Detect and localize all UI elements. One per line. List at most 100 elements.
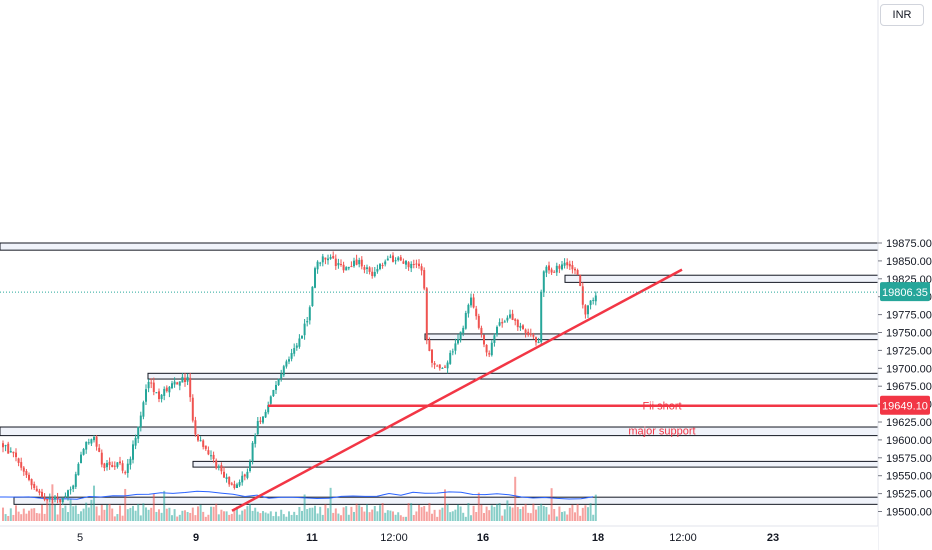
volume-bar	[316, 513, 319, 521]
volume-bar	[379, 505, 381, 521]
candle-body	[524, 329, 527, 333]
volume-bar	[368, 512, 371, 521]
volume-bar	[446, 503, 449, 521]
candle-body	[269, 396, 272, 404]
volume-bar	[566, 514, 569, 521]
volume-layer	[0, 476, 597, 521]
candle-body	[306, 321, 309, 323]
volume-bar	[480, 504, 483, 521]
candle-body	[119, 461, 121, 464]
volume-bar	[17, 511, 20, 521]
candle-body	[402, 261, 405, 264]
volume-bar	[358, 505, 361, 521]
currency-selector[interactable]: INR	[880, 4, 924, 26]
volume-bar	[394, 514, 397, 521]
volume-bar	[269, 511, 272, 521]
candle-body	[7, 443, 10, 454]
candle-body	[433, 363, 436, 365]
candle-body	[532, 334, 535, 337]
candle-body	[293, 348, 296, 354]
volume-bar	[428, 503, 431, 521]
volume-bar	[77, 513, 80, 521]
candle-body	[217, 466, 220, 468]
volume-bar	[69, 499, 72, 521]
volume-bar	[103, 509, 106, 521]
volume-bar	[444, 489, 446, 521]
candle-body	[459, 331, 462, 340]
volume-ma-line	[0, 490, 594, 500]
volume-bar	[329, 487, 332, 521]
candle-body	[111, 464, 114, 468]
volume-bar	[451, 511, 454, 521]
volume-bar	[306, 509, 309, 521]
candle-body	[438, 364, 441, 369]
candle-body	[311, 286, 314, 306]
candle-body	[220, 465, 223, 472]
volume-bar	[386, 510, 389, 521]
volume-bar	[277, 516, 280, 521]
zone-rect	[0, 426, 879, 437]
volume-bar	[506, 500, 509, 521]
candle-body	[259, 420, 262, 422]
volume-bar	[230, 513, 233, 521]
y-tick-label: 19750.00	[886, 328, 932, 340]
volume-bar	[345, 506, 348, 521]
candle-body	[425, 288, 428, 341]
zone-rect	[192, 460, 879, 468]
candle-body	[277, 378, 280, 385]
volume-bar	[488, 510, 491, 521]
candle-body	[85, 441, 88, 450]
candle-body	[285, 361, 288, 367]
candle-body	[54, 496, 56, 500]
candle-body	[228, 476, 231, 485]
candle-body	[566, 262, 569, 266]
volume-bar	[337, 513, 340, 521]
volume-bar	[87, 507, 90, 521]
candle-body	[152, 382, 155, 392]
volume-bar	[519, 508, 522, 521]
volume-bar	[106, 504, 108, 521]
volume-bar	[41, 504, 43, 521]
volume-bar	[186, 511, 189, 521]
volume-bar	[155, 511, 158, 521]
volume-bar	[64, 505, 67, 521]
volume-bar	[410, 503, 413, 521]
candle-body	[160, 394, 163, 400]
volume-bar	[493, 506, 496, 521]
candle-body	[316, 261, 319, 270]
candle-body	[314, 268, 316, 288]
candle-body	[558, 265, 561, 269]
candle-body	[43, 497, 46, 500]
candle-body	[178, 381, 181, 386]
candle-body	[457, 339, 459, 344]
volume-bar	[176, 516, 179, 521]
volume-bar	[25, 513, 28, 521]
volume-bar	[12, 514, 15, 521]
volume-bar	[498, 503, 501, 521]
candle-body	[392, 255, 394, 262]
candle-body	[223, 471, 225, 478]
volume-bar	[524, 503, 527, 521]
candle-body	[249, 461, 251, 471]
volume-bar	[54, 504, 56, 521]
candle-body	[282, 366, 285, 376]
candle-body	[548, 265, 550, 271]
candle-body	[553, 271, 556, 273]
candle-body	[126, 463, 129, 473]
candle-body	[100, 452, 103, 465]
candle-body	[472, 297, 475, 308]
candle-body	[225, 477, 228, 479]
candle-body	[514, 319, 517, 321]
lines-layer	[0, 268, 878, 512]
candle-body	[334, 258, 337, 267]
volume-bar	[236, 506, 238, 521]
x-tick-label: 11	[306, 532, 318, 544]
candle-body	[496, 326, 498, 335]
volume-bar	[405, 516, 407, 521]
candle-body	[87, 442, 90, 444]
candle-body	[280, 373, 283, 379]
volume-bar	[454, 509, 457, 521]
volume-bar	[163, 490, 166, 521]
